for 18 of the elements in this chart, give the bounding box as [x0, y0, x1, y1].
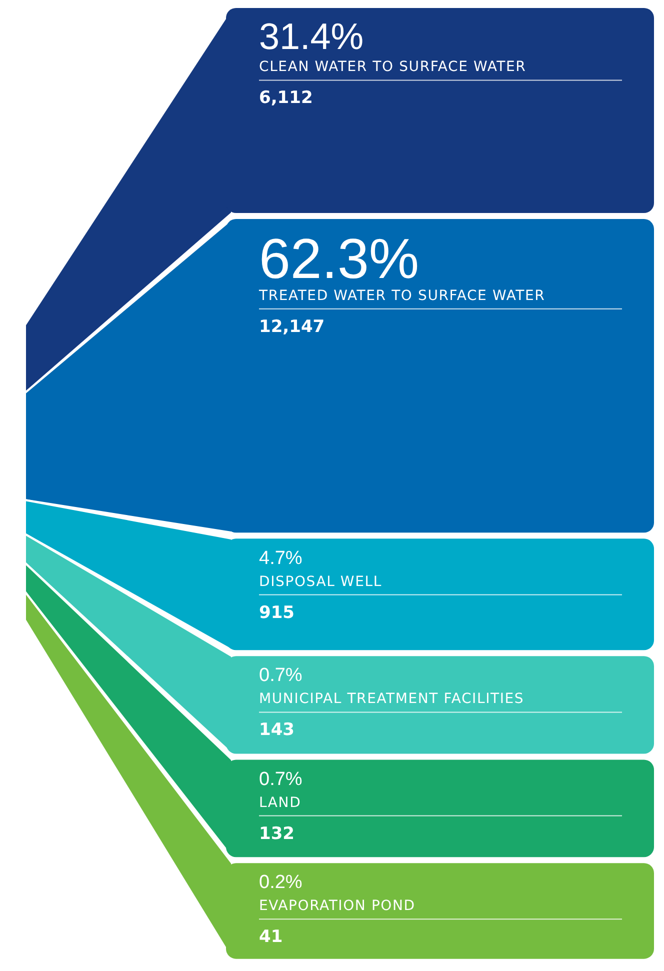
category-label: LAND — [259, 794, 302, 811]
category-label: EVAPORATION POND — [259, 898, 416, 914]
data-label: 132 — [259, 824, 294, 844]
data-label: 4.7% — [259, 548, 302, 569]
data-label: 6,112 — [259, 88, 313, 108]
category-label: CLEAN WATER TO SURFACE WATER — [259, 59, 526, 76]
data-label: 0.2% — [259, 872, 302, 894]
data-label: 31.4% — [259, 16, 364, 58]
data-label: 0.7% — [259, 768, 302, 790]
category-label: DISPOSAL WELL — [259, 574, 382, 590]
data-label: 12,147 — [259, 316, 325, 337]
data-label: 62.3% — [259, 226, 420, 290]
data-label: 0.7% — [259, 665, 302, 686]
category-label: TREATED WATER TO SURFACE WATER — [258, 288, 546, 304]
data-label: 41 — [259, 927, 283, 948]
data-label: 915 — [259, 602, 294, 623]
data-label: 143 — [259, 720, 294, 740]
category-label: MUNICIPAL TREATMENT FACILITIES — [259, 691, 524, 708]
